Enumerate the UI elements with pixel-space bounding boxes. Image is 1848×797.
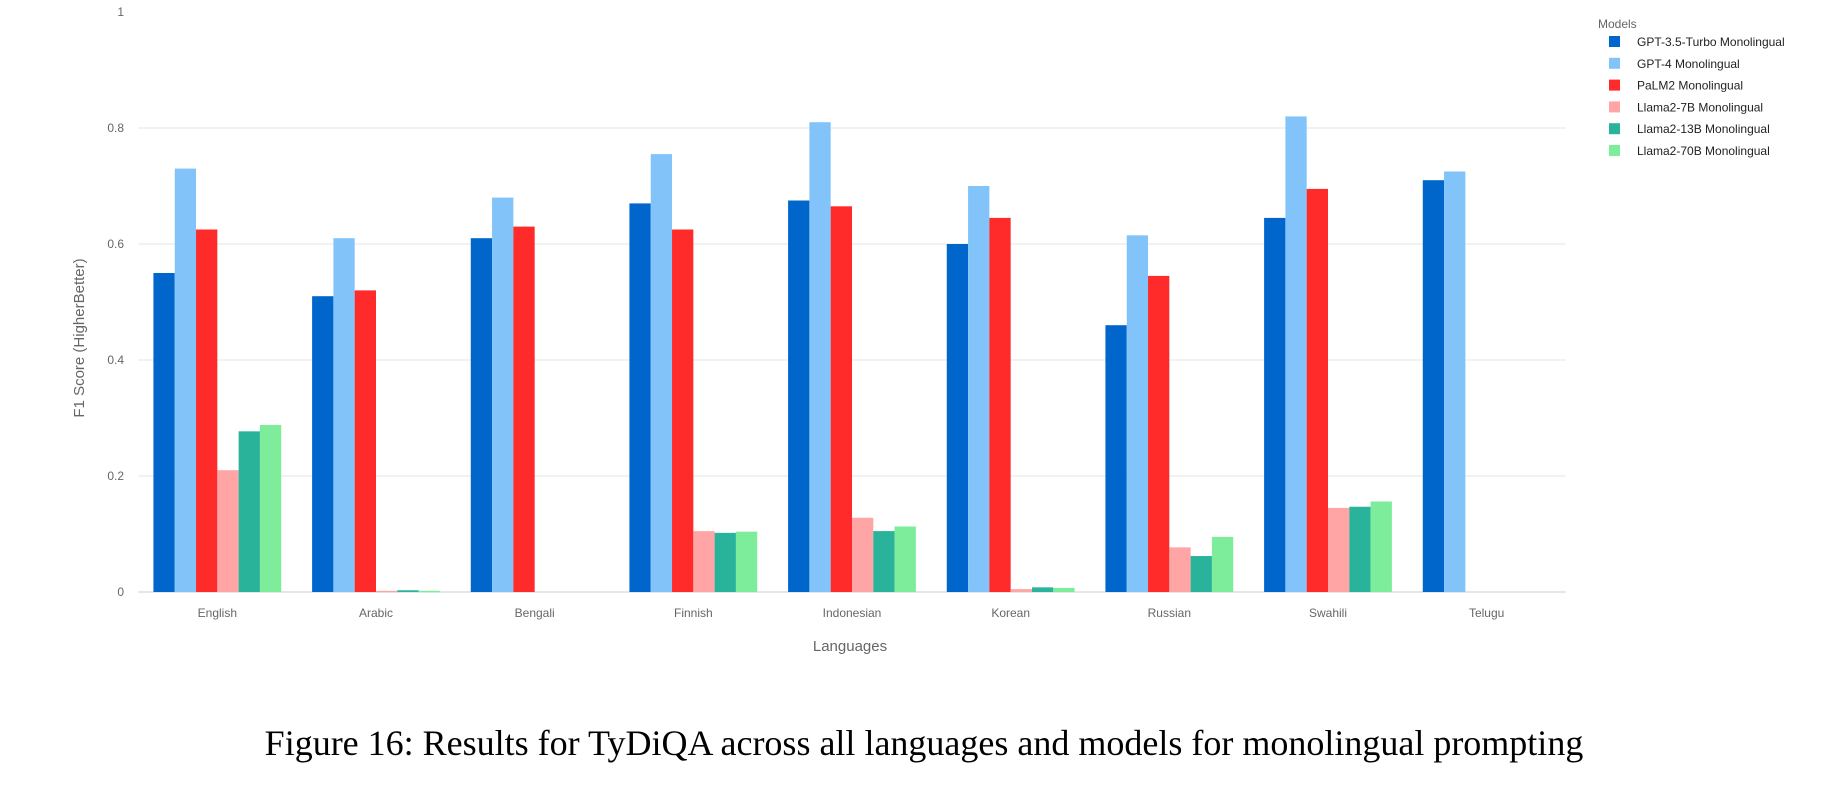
bar: [217, 470, 239, 592]
bar: [1053, 587, 1075, 592]
x-axis-title: Languages: [813, 638, 887, 655]
y-tick-label: 0.2: [107, 469, 124, 483]
bars: [153, 116, 1466, 593]
bar: [714, 532, 736, 592]
bar: [418, 590, 440, 593]
bar: [1422, 180, 1445, 592]
x-tick-label: Korean: [991, 606, 1030, 620]
y-tick-label: 1: [117, 5, 124, 19]
bar: [1328, 507, 1350, 592]
legend-swatch: [1609, 123, 1620, 135]
bar: [1211, 536, 1234, 592]
legend-title: Models: [1598, 17, 1637, 31]
chart: 0 0.2 0.4 0.6 0.8 1 English Arabic Bengali Finni…: [71, 5, 1785, 655]
y-axis-ticks: 0 0.2 0.4 0.6 0.8 1: [107, 5, 124, 599]
x-tick-label: Telugu: [1469, 606, 1504, 620]
bar: [968, 186, 990, 592]
legend-swatch: [1609, 79, 1620, 91]
legend-label: Llama2-70B Monolingual: [1637, 144, 1770, 158]
bar: [259, 424, 282, 592]
bar: [1264, 217, 1286, 592]
bar: [735, 531, 758, 592]
bar: [629, 203, 651, 592]
bar: [1148, 275, 1170, 592]
bar: [693, 531, 715, 592]
bar: [894, 526, 916, 592]
y-tick-label: 0: [117, 585, 124, 599]
bar: [809, 122, 831, 592]
legend-swatch: [1609, 57, 1620, 69]
legend-label: Llama2-7B Monolingual: [1637, 100, 1763, 114]
bar: [788, 200, 810, 592]
x-tick-label: Russian: [1148, 606, 1191, 620]
bar: [650, 154, 673, 592]
x-tick-label: Finnish: [674, 606, 713, 620]
bar: [312, 296, 334, 592]
bar: [1031, 587, 1054, 592]
bar: [376, 590, 398, 593]
bar: [672, 229, 694, 592]
bar: [238, 431, 260, 592]
bar: [1010, 589, 1032, 592]
bar: [1349, 506, 1371, 592]
legend-label: PaLM2 Monolingual: [1637, 79, 1743, 93]
bar: [470, 238, 493, 592]
legend-label: GPT-3.5-Turbo Monolingual: [1637, 35, 1785, 49]
legend: Models GPT-3.5-Turbo Monolingual GPT-4 Mo…: [1598, 17, 1785, 158]
bar: [873, 531, 895, 592]
bar: [153, 273, 175, 592]
y-axis-title: F1 Score (HigherBetter): [71, 258, 88, 417]
bar: [1126, 235, 1149, 593]
bar: [1190, 556, 1212, 592]
y-tick-label: 0.6: [107, 237, 124, 251]
bar: [1285, 116, 1307, 593]
bar: [513, 226, 535, 592]
bar: [989, 217, 1011, 592]
bar: [492, 197, 514, 592]
x-tick-label: Swahili: [1309, 606, 1347, 620]
bar: [174, 168, 197, 592]
bar: [830, 206, 852, 593]
legend-label: GPT-4 Monolingual: [1637, 57, 1740, 71]
x-tick-label: Arabic: [359, 606, 393, 620]
legend-label: Llama2-13B Monolingual: [1637, 122, 1770, 136]
x-tick-label: English: [198, 606, 237, 620]
legend-swatch: [1609, 36, 1620, 47]
bar: [852, 517, 874, 592]
x-tick-label: Indonesian: [823, 606, 882, 620]
bar: [196, 229, 218, 592]
y-tick-label: 0.4: [107, 353, 124, 367]
x-tick-label: Bengali: [515, 606, 555, 620]
figure-caption: Figure 16: Results for TyDiQA across all…: [264, 723, 1584, 763]
bar: [397, 590, 419, 592]
bar: [1105, 325, 1127, 592]
bar: [1169, 547, 1191, 592]
bar: [354, 290, 376, 592]
bar: [1444, 171, 1466, 592]
bar: [1306, 188, 1328, 592]
bar: [1370, 501, 1392, 592]
bar: [333, 238, 355, 592]
y-tick-label: 0.8: [107, 121, 124, 135]
legend-swatch: [1609, 101, 1620, 113]
x-axis-ticks: English Arabic Bengali Finnish Indonesian Kor…: [198, 606, 1505, 620]
bar: [946, 244, 969, 592]
legend-swatch: [1609, 145, 1620, 156]
